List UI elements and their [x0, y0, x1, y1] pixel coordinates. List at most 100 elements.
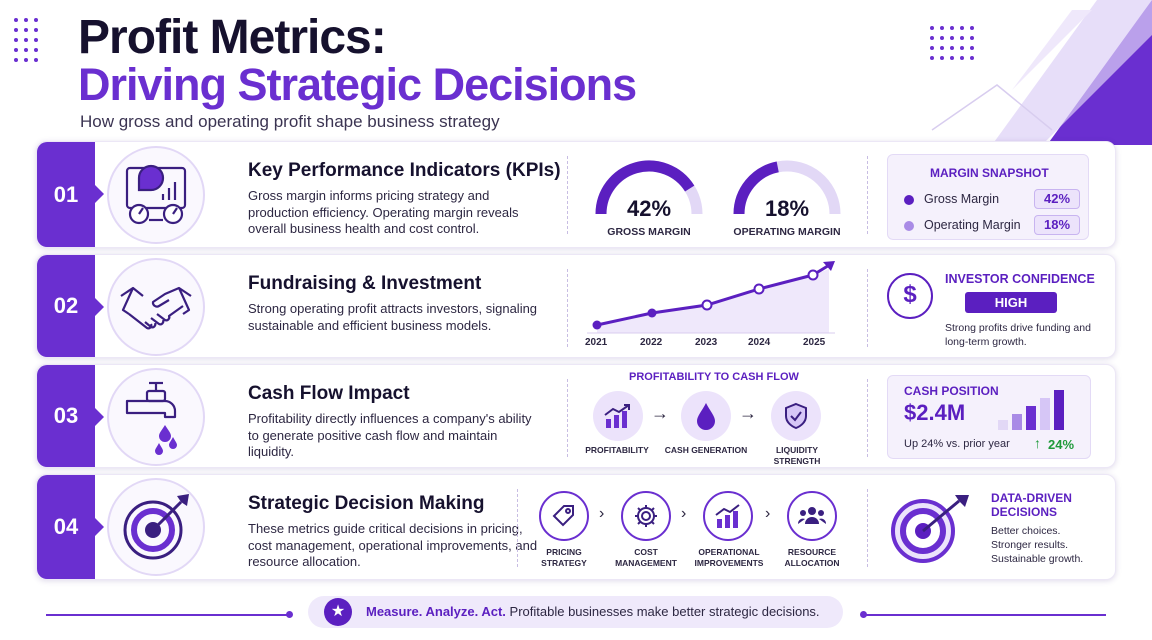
cash-bar: [998, 420, 1008, 430]
row-strategic-decisions: 04 Strategic Decision Making These metri…: [36, 474, 1116, 580]
target-icon-circle: [107, 478, 205, 576]
flow-step-label: CASH GENERATION: [664, 445, 748, 455]
operating-margin-label: OPERATING MARGIN: [733, 226, 841, 238]
decision-step-label: PRICING STRATEGY: [541, 547, 587, 568]
row-description: Strong operating profit attracts investo…: [248, 301, 538, 333]
chevron-right-icon: ›: [599, 505, 605, 522]
page-subtitle: How gross and operating profit shape bus…: [80, 112, 500, 131]
row-number: 03: [37, 365, 104, 467]
legend-dot-gross: [904, 195, 914, 205]
flow-step-label: PROFITABILITY: [585, 445, 649, 455]
snapshot-label-operating: Operating Margin: [924, 218, 1021, 232]
gauge-fill: [595, 160, 695, 215]
divider: [867, 269, 868, 347]
row-title: Key Performance Indicators (KPIs): [248, 160, 561, 181]
gross-margin-value: 42%: [626, 196, 672, 221]
footer-line-left: [46, 614, 290, 616]
handshake-icon-circle: [107, 258, 205, 356]
legend-dot-operating: [904, 221, 914, 231]
row-description: These metrics guide critical decisions i…: [248, 521, 538, 569]
shield-check-icon: [771, 391, 821, 441]
cash-position-panel: CASH POSITION $2.4M Up 24% vs. prior yea…: [887, 375, 1091, 459]
row-description: Profitability directly influences a comp…: [248, 411, 532, 459]
investor-confidence-title: INVESTOR CONFIDENCE: [945, 272, 1095, 286]
team-icon: [787, 491, 837, 541]
row-title: Fundraising & Investment: [248, 273, 482, 294]
decorative-dots-left: [14, 18, 44, 68]
decorative-corner-shapes: [930, 0, 1152, 145]
row-title: Cash Flow Impact: [248, 383, 410, 404]
flow-title: PROFITABILITY TO CASH FLOW: [629, 371, 799, 383]
flow-step-label: LIQUIDITY STRENGTH: [773, 445, 821, 466]
row-number: 04: [37, 475, 104, 579]
confidence-description: Strong profits drive funding and long-te…: [945, 322, 1091, 348]
divider: [867, 156, 868, 234]
chart-year-label: 2021: [585, 337, 608, 348]
gauge-fill: [733, 161, 780, 215]
growth-line-chart: [587, 261, 835, 334]
cash-position-title: CASH POSITION: [904, 384, 999, 398]
chart-year-label: 2024: [748, 337, 771, 348]
margin-snapshot-title: MARGIN SNAPSHOT: [930, 166, 1049, 180]
chevron-right-icon: ›: [765, 505, 771, 522]
gear-icon: [621, 491, 671, 541]
snapshot-value-gross: 42%: [1034, 189, 1080, 209]
price-tag-icon: [539, 491, 589, 541]
row-cash-flow: 03 Cash Flow Impact Profitability direct…: [36, 364, 1116, 468]
operating-margin-value: 18%: [764, 196, 810, 221]
chart-year-label: 2023: [695, 337, 718, 348]
decision-step-label: COST MANAGEMENT: [615, 547, 677, 568]
footer-line-right: [866, 614, 1106, 616]
decision-step-label: OPERATIONAL IMPROVEMENTS: [694, 547, 764, 568]
data-driven-line: Better choices.: [991, 525, 1061, 537]
dollar-icon: $: [887, 273, 933, 319]
dashboard-icon-circle: [107, 146, 205, 244]
flow-arrow-icon: →: [651, 403, 669, 423]
row-number: 02: [37, 255, 104, 357]
faucet-icon: [125, 381, 177, 455]
page-title-line2: Driving Strategic Decisions: [78, 59, 637, 110]
margin-snapshot-panel: MARGIN SNAPSHOT Gross Margin 42% Operati…: [887, 154, 1089, 240]
footer-text-wrap: Measure. Analyze. Act. Profitable busine…: [366, 604, 820, 619]
gross-margin-label: GROSS MARGIN: [607, 226, 691, 238]
cash-bar: [1054, 390, 1064, 430]
operating-margin-gauge: [733, 160, 841, 215]
data-driven-line: Sustainable growth.: [991, 553, 1084, 565]
divider: [867, 379, 868, 457]
cash-position-note: Up 24% vs. prior year: [904, 438, 1010, 450]
divider: [567, 379, 568, 457]
cash-position-value: $2.4M: [904, 400, 966, 425]
row-fundraising: 02 Fundraising & Investment Strong opera…: [36, 254, 1116, 358]
profitability-chart-icon: [593, 391, 643, 441]
divider: [567, 156, 568, 234]
water-drop-icon: [681, 391, 731, 441]
handshake-icon: [120, 286, 192, 330]
flow-arrow-icon: →: [739, 403, 757, 423]
row-kpis: 01 Key Performance Indicators (KPIs) Gro…: [36, 141, 1116, 248]
data-driven-title: DATA-DRIVEN DECISIONS: [991, 491, 1072, 519]
divider: [517, 489, 518, 567]
cash-bar: [1040, 398, 1050, 430]
divider: [867, 489, 868, 567]
chevron-right-icon: ›: [681, 505, 687, 522]
growth-chart-icon: [703, 491, 753, 541]
footer-text: Profitable businesses make better strate…: [509, 604, 820, 619]
snapshot-label-gross: Gross Margin: [924, 192, 1000, 206]
confidence-level-badge: HIGH: [965, 292, 1057, 313]
snapshot-value-operating: 18%: [1034, 215, 1080, 235]
gross-margin-gauge: [595, 160, 703, 215]
dashboard-icon: [125, 164, 187, 225]
row-description: Gross margin informs pricing strategy an…: [248, 188, 519, 236]
cash-change-value: 24%: [1048, 437, 1075, 452]
faucet-icon-circle: [107, 368, 205, 466]
data-driven-line: Stronger results.: [991, 539, 1069, 551]
decision-step-label: RESOURCE ALLOCATION: [784, 547, 840, 568]
footer-banner: ★ Measure. Analyze. Act. Profitable busi…: [308, 596, 843, 628]
chart-year-label: 2025: [803, 337, 826, 348]
target-arrow-icon: [891, 495, 969, 563]
chart-year-label: 2022: [640, 337, 663, 348]
star-icon: ★: [324, 598, 352, 626]
footer-line-left-dot: [286, 611, 293, 618]
cash-bar: [1026, 406, 1036, 430]
target-icon: [123, 494, 189, 560]
